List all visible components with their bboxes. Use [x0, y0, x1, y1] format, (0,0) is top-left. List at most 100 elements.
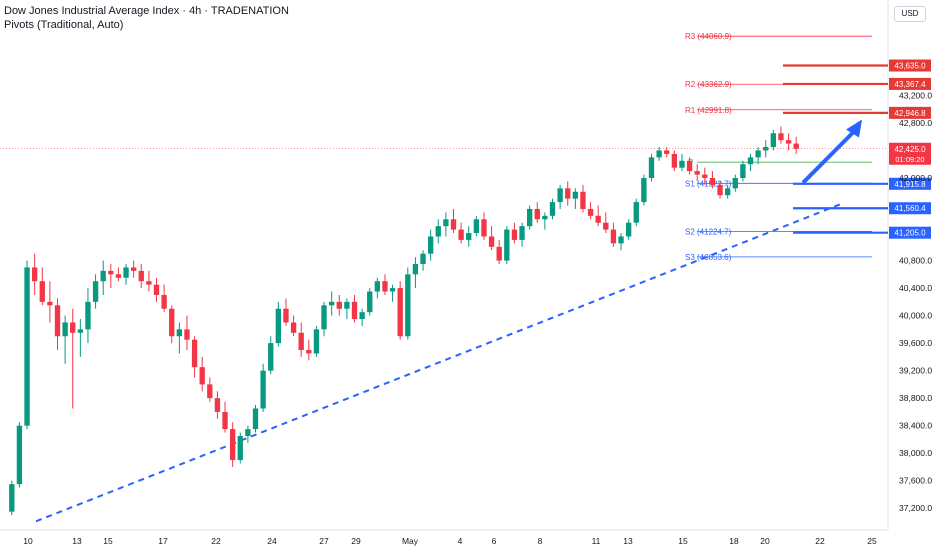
candle: [450, 208, 457, 234]
candle-body: [62, 322, 68, 337]
grid: [0, 0, 889, 531]
candle-body: [359, 312, 365, 320]
candle-body: [85, 301, 91, 330]
candle: [153, 277, 160, 302]
candle-body: [595, 215, 601, 223]
candle: [229, 422, 236, 467]
candle: [724, 184, 731, 199]
candle-body: [763, 147, 769, 151]
candle-body: [641, 178, 647, 203]
candle: [237, 432, 243, 464]
candle-body: [222, 411, 228, 430]
y-tick-label: 38,400.0: [899, 421, 932, 431]
pivot-label-s1: S1 (41922.7): [685, 179, 732, 188]
candle-body: [39, 281, 45, 302]
candle-body: [542, 215, 548, 220]
candle: [565, 181, 571, 206]
candle: [580, 184, 586, 213]
candle: [496, 239, 502, 264]
candle: [633, 198, 639, 227]
candle-body: [405, 274, 411, 337]
candle-body: [412, 264, 419, 275]
candle-body: [252, 408, 259, 430]
candle: [694, 164, 700, 182]
candle-body: [336, 301, 342, 309]
candle: [367, 288, 373, 316]
candle: [374, 277, 381, 299]
candle-body: [481, 219, 487, 237]
candle: [435, 219, 441, 244]
candle-body: [191, 339, 198, 368]
candle-body: [100, 270, 106, 282]
candle-body: [717, 184, 723, 196]
candle: [108, 264, 114, 289]
candle-body: [92, 281, 99, 302]
y-tick-label: 43,200.0: [899, 90, 932, 100]
y-tick-label: 37,600.0: [899, 476, 932, 486]
candle: [793, 136, 799, 154]
candle-body: [549, 202, 556, 216]
candle: [123, 264, 129, 285]
key-level-label: 41,560.4: [894, 204, 926, 213]
candle-body: [275, 308, 282, 344]
candle: [511, 222, 518, 244]
candle: [542, 212, 548, 230]
candle: [92, 274, 99, 309]
candle: [420, 250, 426, 271]
candle-body: [633, 202, 639, 223]
candle: [389, 284, 396, 302]
candle: [70, 308, 76, 409]
y-tick-label: 37,200.0: [899, 503, 932, 513]
currency-button[interactable]: USD: [894, 6, 926, 22]
candle: [283, 298, 289, 326]
candle-body: [367, 291, 373, 313]
candle-body: [138, 270, 144, 282]
candle: [549, 198, 556, 220]
candle-body: [572, 191, 579, 199]
candle: [9, 480, 15, 516]
y-tick-label: 39,200.0: [899, 366, 932, 376]
candle-body: [382, 281, 388, 292]
candle: [47, 281, 53, 323]
candle: [481, 212, 487, 240]
x-tick-label: 22: [211, 536, 221, 546]
candle: [519, 222, 525, 247]
candle-body: [679, 160, 685, 168]
y-tick-label: 38,800.0: [899, 393, 932, 403]
x-tick-label: 10: [23, 536, 33, 546]
x-tick-label: 29: [351, 536, 361, 546]
candle-body: [328, 301, 335, 306]
indicator-label[interactable]: Pivots (Traditional, Auto): [4, 19, 124, 31]
candle: [702, 167, 708, 185]
candle: [504, 226, 510, 264]
candle-body: [31, 267, 38, 282]
candle-body: [435, 226, 441, 237]
candle-body: [534, 208, 540, 220]
key-level-label: 43,367.4: [894, 80, 926, 89]
candle-body: [16, 425, 23, 485]
candle-body: [580, 191, 586, 209]
candle: [321, 301, 327, 337]
candle-body: [565, 188, 571, 199]
candle: [382, 274, 388, 295]
key-level-label: 41,205.0: [894, 229, 926, 238]
candle-body: [732, 178, 738, 189]
candle: [207, 377, 213, 402]
y-tick-label: 42,000.0: [899, 173, 932, 183]
pivot-label-r1: R1 (42991.8): [685, 106, 732, 115]
candle: [458, 222, 464, 244]
candle: [191, 336, 198, 378]
x-tick-label: 18: [729, 536, 739, 546]
candle-body: [610, 229, 617, 244]
x-tick-label: 15: [678, 536, 688, 546]
candle-body: [785, 140, 792, 144]
current-price-tag: [889, 142, 931, 165]
candle-body: [724, 188, 731, 196]
candle: [763, 140, 769, 158]
x-tick-label: 8: [538, 536, 543, 546]
candle: [427, 229, 434, 261]
candle-body: [618, 236, 624, 244]
chart-title: Dow Jones Industrial Average Index · 4h …: [4, 5, 289, 17]
candle-body: [214, 398, 221, 412]
